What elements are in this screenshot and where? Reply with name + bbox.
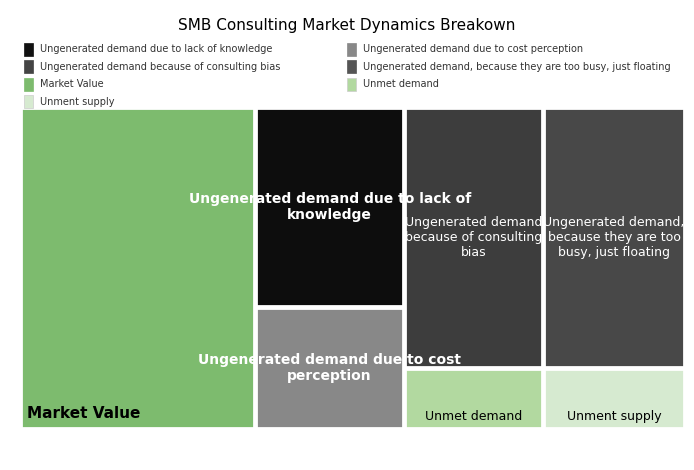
FancyBboxPatch shape: [21, 108, 254, 428]
Text: Unmet demand: Unmet demand: [363, 79, 439, 89]
Text: Ungenerated demand due to lack of
knowledge: Ungenerated demand due to lack of knowle…: [189, 192, 471, 222]
Text: Ungenerated demand due to cost perception: Ungenerated demand due to cost perceptio…: [363, 44, 583, 55]
FancyBboxPatch shape: [405, 108, 543, 367]
Text: Ungenerated demand
because of consulting
bias: Ungenerated demand because of consulting…: [405, 216, 543, 259]
FancyBboxPatch shape: [256, 108, 403, 306]
Text: Ungenerated demand due to lack of knowledge: Ungenerated demand due to lack of knowle…: [40, 44, 273, 55]
Text: Market Value: Market Value: [40, 79, 104, 89]
FancyBboxPatch shape: [405, 368, 543, 428]
Text: Unmet demand: Unmet demand: [425, 410, 523, 423]
Text: Market Value: Market Value: [28, 406, 141, 421]
Text: Unment supply: Unment supply: [40, 96, 115, 107]
FancyBboxPatch shape: [256, 308, 403, 428]
Text: Ungenerated demand due to cost
perception: Ungenerated demand due to cost perceptio…: [198, 352, 462, 383]
Text: Ungenerated demand because of consulting bias: Ungenerated demand because of consulting…: [40, 62, 280, 72]
FancyBboxPatch shape: [544, 108, 684, 367]
Text: SMB Consulting Market Dynamics Breakown: SMB Consulting Market Dynamics Breakown: [178, 18, 516, 33]
Text: Ungenerated demand, because they are too busy, just floating: Ungenerated demand, because they are too…: [363, 62, 670, 72]
Text: Unment supply: Unment supply: [567, 410, 661, 423]
Text: Ungenerated demand,
because they are too
busy, just floating: Ungenerated demand, because they are too…: [543, 216, 685, 259]
FancyBboxPatch shape: [544, 368, 684, 428]
